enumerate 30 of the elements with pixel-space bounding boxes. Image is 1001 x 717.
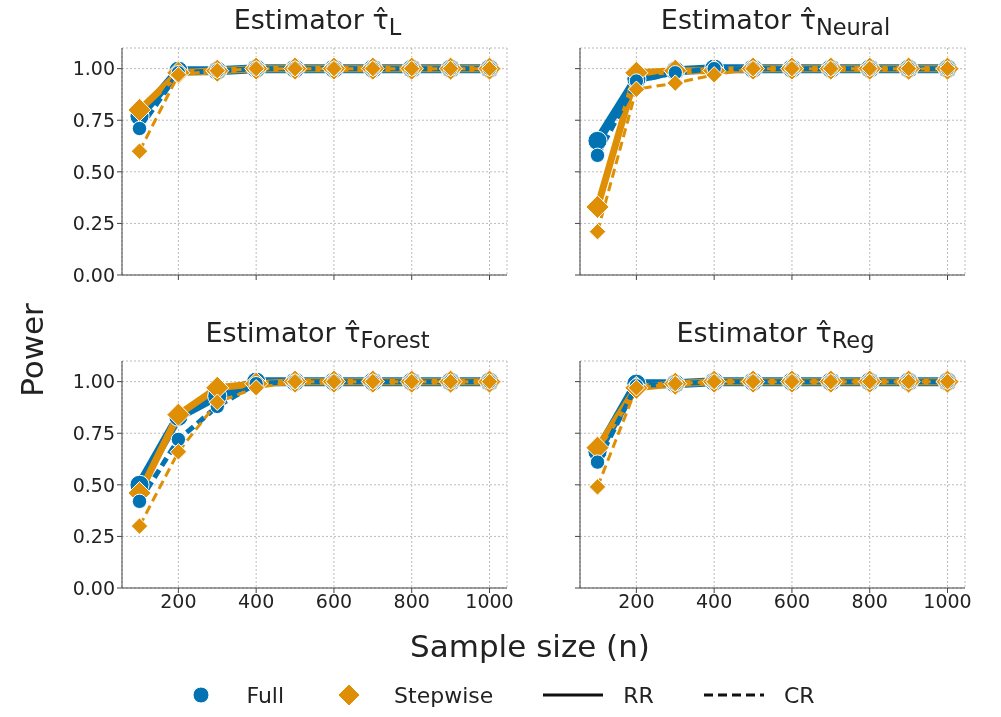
- chart-title: Estimator τ̂$_{L}$: [232, 3, 403, 41]
- y-tick-label: 0.50: [72, 160, 115, 183]
- y-tick-label: 0.75: [72, 421, 115, 444]
- y-tick-label: 1.00: [72, 370, 115, 393]
- y-tick-label: 0.25: [72, 525, 115, 548]
- y-tick-label: 0.75: [72, 108, 115, 131]
- y-tick-label: 0.00: [72, 576, 115, 599]
- x-tick-label: 800: [851, 590, 888, 613]
- y-axis-title: Power: [14, 303, 51, 397]
- y-tick-label: 1.00: [72, 57, 115, 80]
- x-tick-label: 200: [160, 590, 197, 613]
- legend-label: Stepwise: [394, 682, 494, 708]
- chart-title: Estimator τ̂$_{Reg}$: [675, 316, 876, 354]
- x-tick-label: 200: [618, 590, 655, 613]
- text: CR: [783, 682, 815, 708]
- x-tick-label: 800: [393, 590, 430, 613]
- x-axis-title: Sample size (n): [409, 628, 651, 664]
- x-tick-label: 1000: [923, 590, 972, 613]
- text: RR: [623, 682, 654, 708]
- x-tick-label: 400: [696, 590, 733, 613]
- y-tick-label: 0.25: [72, 212, 115, 235]
- chart-title: Estimator τ̂$_{Forest}$: [204, 316, 431, 354]
- y-tick-label: 0.50: [72, 473, 115, 496]
- x-tick-label: 600: [773, 590, 811, 613]
- x-tick-label: 400: [238, 590, 275, 613]
- x-tick-label: 600: [315, 590, 353, 613]
- legend-label: Full: [246, 682, 285, 708]
- y-tick-label: 0.00: [72, 263, 115, 286]
- chart-title: Estimator τ̂$_{Neural}$: [659, 3, 892, 41]
- x-tick-label: 1000: [465, 590, 514, 613]
